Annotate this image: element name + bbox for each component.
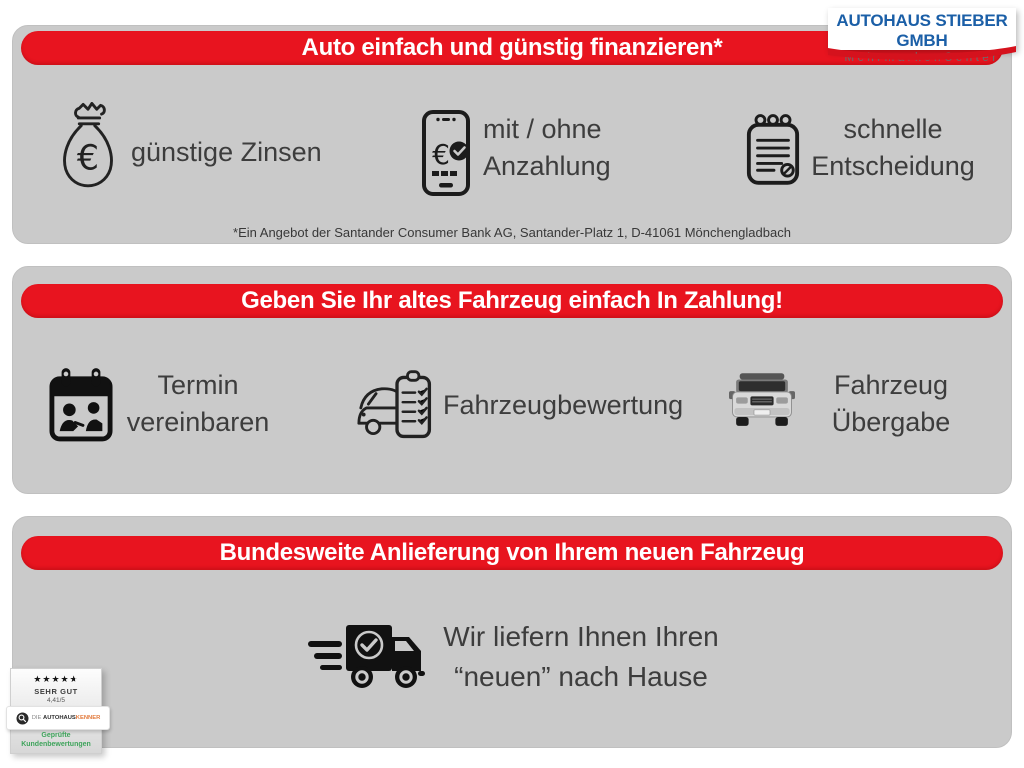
brand-main: AUTOHAUS bbox=[43, 715, 76, 721]
star-half-base: ★ bbox=[69, 674, 79, 684]
star-half-fill: ★ bbox=[70, 674, 75, 684]
rating-grade: SEHR GUT bbox=[34, 687, 78, 696]
phone-euro-check-icon: € bbox=[422, 110, 470, 196]
stars-full: ★★★★ bbox=[33, 674, 70, 684]
financing-item-label: günstige Zinsen bbox=[131, 137, 322, 167]
delivery-text: Wir liefern Ihnen Ihren “neuen” nach Hau… bbox=[431, 617, 731, 697]
trade-in-panel: Geben Sie Ihr altes Fahrzeug einfach In … bbox=[12, 266, 1012, 494]
review-tagline-line2: Kundenbewertungen bbox=[21, 740, 91, 748]
financing-item3-line2: Entscheidung bbox=[811, 151, 975, 181]
money-bag-icon: € bbox=[63, 102, 113, 188]
brand-prefix: DIE bbox=[31, 715, 42, 721]
review-tagline-line1: Geprüfte bbox=[41, 732, 71, 739]
delivery-truck-icon bbox=[308, 625, 425, 688]
review-brand-band: DIE AUTOHAUSKENNER bbox=[6, 706, 110, 730]
santander-footnote: *Ein Angebot der Santander Consumer Bank… bbox=[233, 225, 791, 240]
notepad-icon bbox=[746, 114, 800, 185]
brand-accent: KENNER bbox=[75, 715, 101, 721]
financing-item3-line1: schnelle bbox=[843, 114, 943, 144]
delivery-panel: Bundesweite Anlieferung von Ihrem neuen … bbox=[12, 516, 1012, 748]
suv-front-icon bbox=[729, 373, 795, 426]
magnifier-logo-icon bbox=[16, 712, 29, 724]
delivery-line1: Wir liefern Ihnen Ihren bbox=[443, 621, 719, 652]
dealer-logo: AUTOHAUS STIEBER GMBH MehrmarkenCenter bbox=[828, 8, 1016, 64]
financing-item2-line1: mit / ohne bbox=[483, 114, 602, 144]
trade-in-item3-line2: Übergabe bbox=[831, 407, 951, 437]
financing-item2-line2: Anzahlung bbox=[483, 151, 611, 181]
delivery-line2: “neuen” nach Hause bbox=[454, 661, 708, 692]
trade-in-item3-label: Fahrzeug Übergabe bbox=[811, 367, 971, 441]
dealer-name: AUTOHAUS STIEBER GMBH bbox=[836, 11, 1008, 50]
trade-in-banner: Geben Sie Ihr altes Fahrzeug einfach In … bbox=[21, 284, 1003, 318]
review-brand-text: DIE AUTOHAUSKENNER bbox=[32, 715, 101, 721]
trade-in-item1-line2: vereinbaren bbox=[126, 407, 270, 437]
calendar-meeting-icon bbox=[49, 368, 113, 442]
rating-score: 4,41/5 bbox=[46, 697, 66, 704]
delivery-banner: Bundesweite Anlieferung von Ihrem neuen … bbox=[21, 536, 1003, 570]
star-half-icon: ★★ bbox=[70, 674, 79, 684]
financing-panel: Auto einfach und günstig finanzieren* € … bbox=[12, 25, 1012, 244]
trade-in-item2-label: Fahrzeugbewertung bbox=[443, 390, 684, 420]
financing-item2-label: mit / ohne Anzahlung bbox=[483, 111, 611, 185]
financing-item3-label: schnelle Entscheidung bbox=[808, 111, 978, 185]
svg-text:€: € bbox=[432, 138, 450, 171]
trade-in-item1-label: Termin vereinbaren bbox=[113, 367, 283, 441]
rating-stars: ★★★★★★ bbox=[11, 674, 101, 684]
trade-in-item3-line1: Fahrzeug bbox=[833, 370, 949, 400]
trade-in-item1-line1: Termin bbox=[157, 370, 239, 400]
car-checklist-icon bbox=[357, 370, 432, 439]
logo-red-swoosh bbox=[828, 46, 1016, 60]
review-seal: ★★★★★★ SEHR GUT 4,41/5 DIE AUTOHAUSKENNE… bbox=[6, 668, 110, 754]
review-tagline: Geprüfte Kundenbewertungen bbox=[11, 732, 101, 749]
svg-text:€: € bbox=[77, 138, 99, 178]
